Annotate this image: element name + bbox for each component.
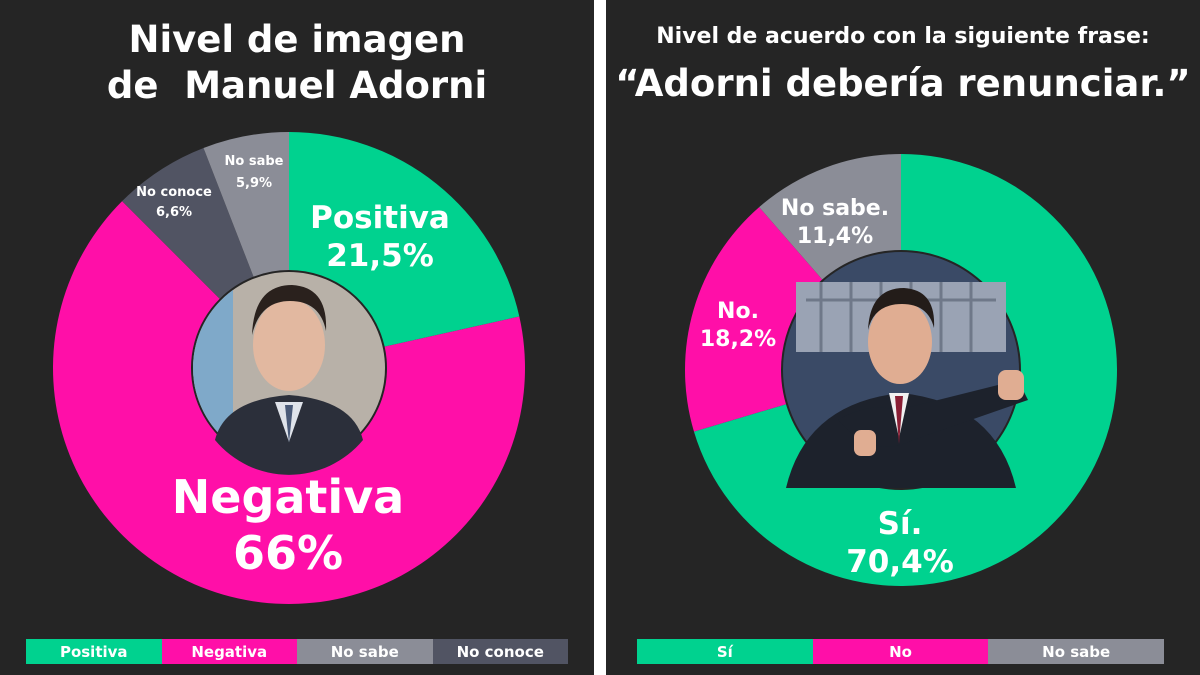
- chart-title-line-1: Nivel de imagen: [128, 18, 466, 61]
- legend-item-no-conoce: No conoce: [432, 639, 568, 664]
- panel-divider: [594, 0, 606, 675]
- slice-no-conoce: [122, 148, 254, 299]
- legend-item-si: Sí: [637, 639, 813, 664]
- slice-value-positiva: 21,5%: [326, 238, 434, 274]
- legend-item-no: No: [812, 639, 989, 664]
- resign-donut-chart: Sí.70,4% No. 18,2% No sabe. 11,4%: [685, 154, 1117, 586]
- adorni-thumbs-up-photo: [783, 252, 1028, 488]
- legend-item-positiva: Positiva: [26, 639, 162, 664]
- adorni-portrait-photo: [192, 272, 385, 475]
- legend: Sí No No sabe: [637, 639, 1165, 664]
- chart-title-line-2: “Adorni debería renunciar.”: [615, 62, 1191, 105]
- slice-value-no-conoce: 6,6%: [156, 205, 192, 220]
- slice-value-negativa: 66%: [233, 526, 343, 580]
- legend-item-negativa: Negativa: [161, 639, 297, 664]
- slice-label-si: Sí.: [878, 506, 923, 542]
- slice-label-no-sabe: No sabe: [225, 154, 284, 169]
- slice-no: [685, 207, 823, 432]
- slice-label-positiva: Positiva: [310, 200, 450, 236]
- slice-label-no-sabe: No sabe.: [781, 196, 889, 221]
- image-level-panel: Nivel de imagen de Manuel Adorni Positiv…: [0, 0, 594, 675]
- slice-no-sabe: [759, 154, 901, 280]
- slice-label-no-conoce: No conoce: [136, 185, 212, 200]
- chart-title-line-1: Nivel de acuerdo con la siguiente frase:: [656, 24, 1150, 49]
- chart-title-line-2: de Manuel Adorni: [106, 64, 488, 107]
- slice-negativa: [53, 201, 526, 604]
- legend: Positiva Negativa No sabe No conoce: [26, 639, 568, 664]
- slice-no-sabe: [203, 132, 289, 277]
- resign-agreement-panel: Nivel de acuerdo con la siguiente frase:…: [606, 0, 1200, 675]
- slice-positiva: [289, 132, 520, 347]
- slice-value-si: 70,4%: [846, 544, 954, 580]
- slice-label-negativa: Negativa: [172, 470, 404, 524]
- slice-value-no-sabe: 5,9%: [236, 176, 272, 191]
- legend-item-no-sabe: No sabe: [988, 639, 1165, 664]
- slice-label-no: No.: [717, 299, 759, 324]
- slice-value-no-sabe: 11,4%: [797, 224, 873, 249]
- legend-item-no-sabe: No sabe: [297, 639, 433, 664]
- slice-value-no: 18,2%: [700, 327, 776, 352]
